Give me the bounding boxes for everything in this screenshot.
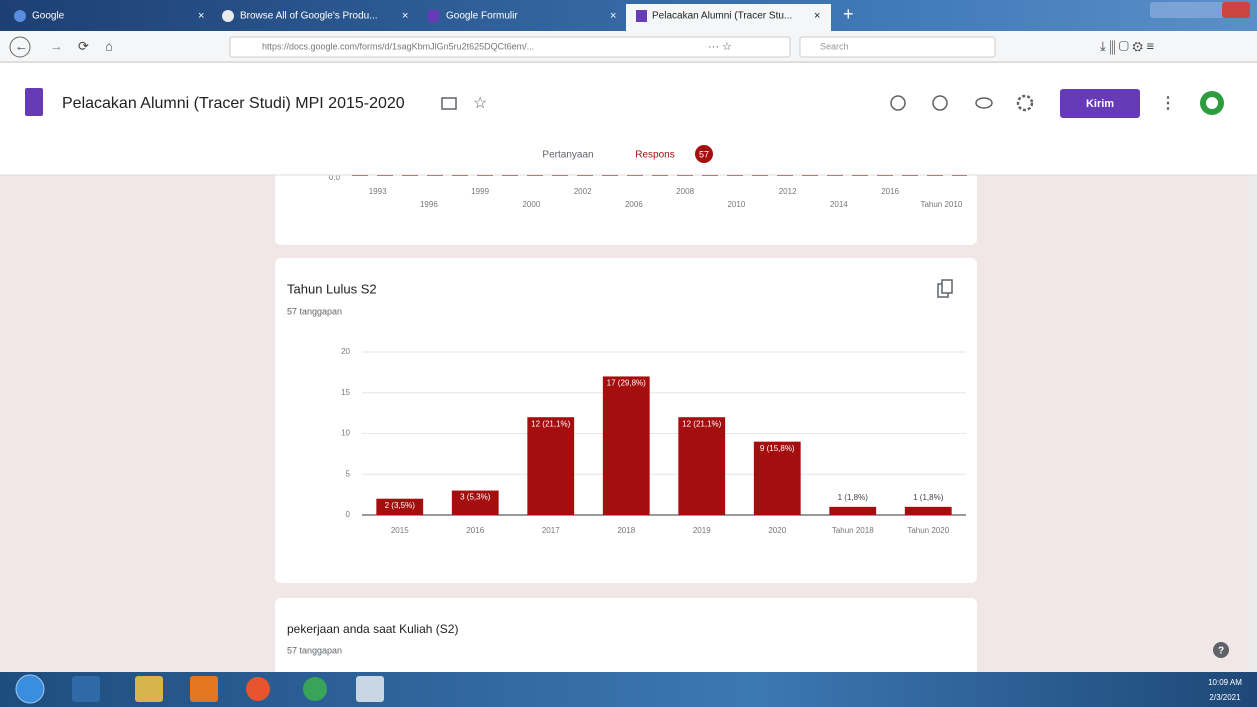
clock-date: 2/3/2021 (1209, 693, 1241, 702)
tab-close[interactable]: × (198, 10, 204, 22)
page-actions[interactable]: ··· ☆ (708, 41, 732, 53)
y-tick-label: 10 (341, 429, 350, 438)
tab-close[interactable]: × (814, 10, 820, 22)
value-label: 17 (29,8%) (607, 379, 646, 388)
tab-close[interactable]: × (402, 10, 408, 22)
taskbar-app[interactable] (356, 676, 384, 702)
x-tick-label: Tahun 2018 (832, 526, 874, 535)
y-tick-label: 15 (341, 388, 350, 397)
reload-button[interactable]: ⟳ (78, 38, 89, 53)
value-label: 1 (1,8%) (913, 493, 944, 502)
value-label: 9 (15,8%) (760, 444, 795, 453)
bar (603, 376, 650, 515)
x-tick-label: 2019 (693, 526, 711, 535)
tab-close[interactable]: × (610, 10, 616, 22)
form-title: Pelacakan Alumni (Tracer Studi) MPI 2015… (62, 95, 405, 112)
value-label: 2 (3,5%) (385, 501, 416, 510)
card-subtitle: 57 tanggapan (287, 645, 342, 655)
taskbar-app[interactable] (190, 676, 218, 702)
chart-title: Tahun Lulus S2 (287, 281, 377, 296)
tab-title: Google Formulir (446, 11, 518, 22)
x-tick-label: 2020 (768, 526, 786, 535)
home-button[interactable]: ⌂ (105, 38, 113, 53)
send-label: Kirim (1086, 98, 1114, 110)
tab-title: Pelacakan Alumni (Tracer Stu... (652, 11, 792, 22)
tab-icon (222, 10, 234, 22)
taskbar (0, 672, 1257, 707)
x-tick-label: 2014 (830, 200, 848, 209)
tab-icon (14, 10, 26, 22)
y-tick-label: 20 (341, 347, 350, 356)
card-title: pekerjaan anda saat Kuliah (S2) (287, 622, 458, 636)
new-tab[interactable]: + (843, 4, 854, 24)
x-tick-label: 2008 (676, 187, 694, 196)
x-tick-label: 2010 (727, 200, 745, 209)
window-close[interactable] (1222, 2, 1250, 18)
bar (829, 507, 876, 515)
x-tick-label: 2012 (779, 187, 797, 196)
x-tick-label: Tahun 2010 (920, 200, 962, 209)
x-tick-label: 2002 (574, 187, 592, 196)
tab-active[interactable]: Pelacakan Alumni (Tracer Stu... × (626, 4, 831, 31)
taskbar-app[interactable] (72, 676, 100, 702)
x-tick-label: 1999 (471, 187, 489, 196)
avatar-inner (1206, 97, 1218, 109)
copy-icon-front (942, 280, 952, 293)
x-tick-label: 2018 (617, 526, 635, 535)
toolbar-icons[interactable]: ⤓ ⫼ ▢ ⚙ ≡ (1100, 38, 1154, 54)
forms-header (0, 63, 1257, 175)
x-tick-label: 2006 (625, 200, 643, 209)
x-tick-label: Tahun 2020 (907, 526, 949, 535)
tab-icon (636, 10, 647, 22)
tab-responses[interactable]: Respons (635, 150, 674, 161)
scrollbar[interactable] (1248, 175, 1257, 672)
x-tick-label: 1993 (369, 187, 387, 196)
taskbar-app[interactable] (246, 677, 270, 701)
response-count: 57 (699, 149, 709, 159)
tab-title: Google (32, 11, 65, 22)
page: 0.01993199619992000200220062008201020122… (0, 0, 1257, 707)
x-tick-label: 2017 (542, 526, 560, 535)
value-label: 12 (21,1%) (682, 419, 721, 428)
screen: 0.01993199619992000200220062008201020122… (0, 0, 1257, 707)
more-menu[interactable]: ⋮ (1160, 95, 1176, 112)
tab-questions[interactable]: Pertanyaan (542, 150, 593, 161)
y-tick-label: 5 (346, 469, 351, 478)
x-tick-label: 2015 (391, 526, 409, 535)
bar (678, 417, 725, 515)
clock-time: 10:09 AM (1208, 678, 1242, 687)
search-placeholder: Search (820, 41, 849, 51)
taskbar-app[interactable] (303, 677, 327, 701)
x-tick-label: 2016 (466, 526, 484, 535)
forms-icon (25, 88, 43, 116)
tab-icon (428, 10, 439, 22)
taskbar-app[interactable] (135, 676, 163, 702)
chart-subtitle: 57 tanggapan (287, 306, 342, 316)
bar (527, 417, 574, 515)
x-tick-label: 2016 (881, 187, 899, 196)
value-label: 1 (1,8%) (838, 493, 869, 502)
bar (905, 507, 952, 515)
back-icon: ← (15, 38, 28, 53)
x-tick-label: 2000 (522, 200, 540, 209)
url: https://docs.google.com/forms/d/1sagKbmJ… (262, 41, 534, 51)
help-icon: ? (1218, 646, 1224, 657)
tab-title: Browse All of Google's Produ... (240, 11, 378, 22)
y-tick-label: 0 (346, 510, 351, 519)
start-button[interactable] (16, 675, 44, 703)
value-label: 3 (5,3%) (460, 493, 491, 502)
x-tick-label: 1996 (420, 200, 438, 209)
star-icon[interactable]: ☆ (473, 95, 487, 112)
forward-button[interactable]: → (50, 38, 63, 53)
value-label: 12 (21,1%) (531, 419, 570, 428)
